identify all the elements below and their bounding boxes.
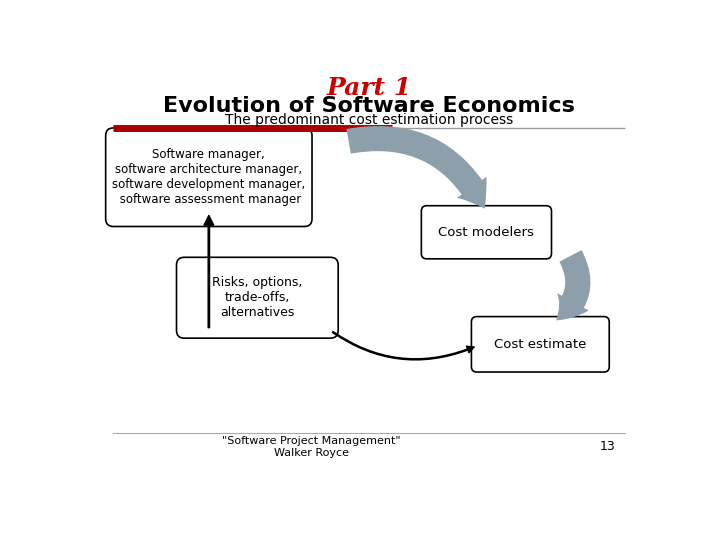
Text: Software manager,
software architecture manager,
software development manager,
 : Software manager, software architecture …	[112, 148, 305, 206]
FancyBboxPatch shape	[472, 316, 609, 372]
Text: Evolution of Software Economics: Evolution of Software Economics	[163, 96, 575, 116]
Text: Cost estimate: Cost estimate	[494, 338, 587, 351]
FancyArrowPatch shape	[204, 215, 214, 328]
Text: The predominant cost estimation process: The predominant cost estimation process	[225, 113, 513, 127]
FancyBboxPatch shape	[106, 128, 312, 226]
Text: "Software Project Management"
Walker Royce: "Software Project Management" Walker Roy…	[222, 436, 400, 457]
FancyBboxPatch shape	[421, 206, 552, 259]
Text: Cost modelers: Cost modelers	[438, 226, 534, 239]
FancyBboxPatch shape	[176, 257, 338, 338]
Text: Risks, options,
trade-offs,
alternatives: Risks, options, trade-offs, alternatives	[212, 276, 302, 319]
Text: Part 1: Part 1	[326, 76, 412, 100]
Text: 13: 13	[600, 440, 616, 453]
FancyArrowPatch shape	[556, 250, 590, 320]
FancyArrowPatch shape	[346, 126, 487, 208]
FancyArrowPatch shape	[333, 332, 474, 360]
